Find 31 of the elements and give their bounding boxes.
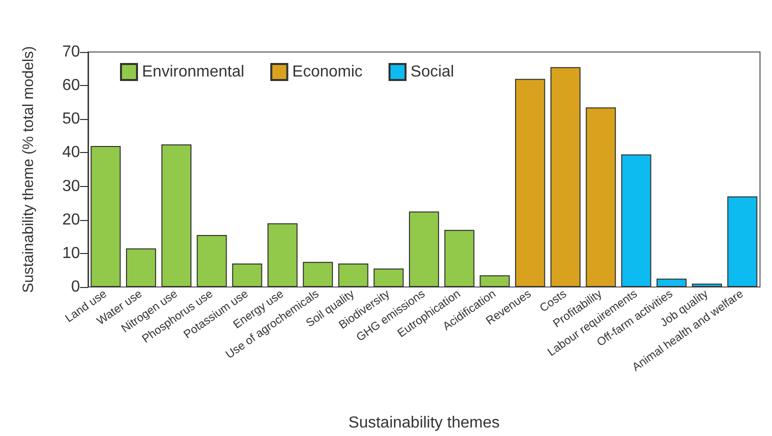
y-tick-label: 70 <box>62 44 80 60</box>
legend-label: Social <box>410 64 454 80</box>
bar <box>126 248 156 287</box>
bar <box>727 196 758 287</box>
bar <box>621 154 652 287</box>
bar <box>196 234 227 287</box>
x-axis-title: Sustainability themes <box>348 414 500 432</box>
bar <box>550 67 581 287</box>
y-axis-title: Sustainability theme (% total models) <box>20 46 37 293</box>
bar <box>586 107 616 287</box>
y-tick-label: 50 <box>62 110 80 128</box>
y-tick-label: 10 <box>62 244 80 262</box>
y-tick-label: 30 <box>62 178 80 195</box>
bar <box>480 275 510 287</box>
bar <box>515 78 546 287</box>
y-tick-label: 60 <box>62 77 80 94</box>
bar <box>444 230 474 287</box>
y-tick-label: 20 <box>62 211 80 228</box>
y-tick-label: 40 <box>62 144 80 162</box>
legend-label: Environmental <box>142 64 244 80</box>
legend-label: Economic <box>292 64 363 80</box>
bar <box>232 264 262 287</box>
bar <box>374 268 404 287</box>
bar <box>692 284 722 287</box>
bar <box>338 264 368 287</box>
bar <box>408 211 440 287</box>
y-tick-label: 0 <box>71 278 80 296</box>
bar <box>302 262 333 287</box>
bar <box>656 278 687 287</box>
bar <box>267 223 298 287</box>
bar <box>161 144 192 287</box>
